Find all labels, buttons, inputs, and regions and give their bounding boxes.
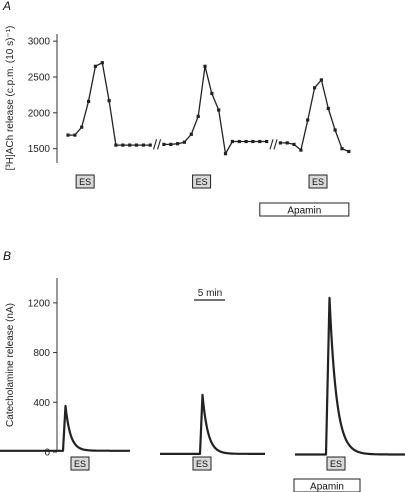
panel-a-data-point bbox=[148, 143, 152, 147]
panel-a-es-marker bbox=[308, 174, 328, 189]
panel-a-series-line bbox=[280, 79, 350, 153]
panel-b-y-label: Catecholamine release (nA) bbox=[5, 303, 16, 427]
panel-b-series-line bbox=[159, 393, 266, 455]
panel-a-data-point bbox=[128, 143, 132, 147]
panel-a-plot: 1500 2000 2500 3000 ES ES ES Apamin bbox=[28, 34, 351, 217]
panel-a-es-marker bbox=[192, 174, 212, 189]
panel-b-plot: 0 400 800 1200 ES ES ES Apamin bbox=[0, 278, 405, 492]
panel-a-data-point bbox=[244, 139, 248, 144]
panel-a-letter: A bbox=[2, 0, 11, 13]
panel-a-data-point bbox=[326, 106, 330, 111]
panel-b-y-tick-label: 400 bbox=[33, 398, 50, 409]
panel-a-data-point bbox=[223, 152, 228, 156]
panel-b-apamin-bar bbox=[293, 478, 361, 492]
panel-a-data-point bbox=[134, 143, 139, 147]
panel-b-y-tick-label: 800 bbox=[33, 348, 50, 359]
panel-a-data-point bbox=[230, 139, 234, 144]
panel-a-data-point bbox=[196, 114, 200, 118]
panel-a-data-point bbox=[313, 86, 317, 90]
panel-a-data-point bbox=[217, 108, 221, 112]
panel-a-data-point bbox=[93, 64, 97, 68]
panel-b-es-marker bbox=[326, 456, 346, 471]
panel-b-es-label: ES bbox=[74, 459, 86, 469]
panel-a-data-point bbox=[66, 133, 70, 137]
panel-a: A 1500 2000 2500 3000 ES ES ES Apamin [³H]ACh r… bbox=[2, 0, 351, 217]
panel-a-y-tick-label: 3000 bbox=[28, 37, 51, 48]
panel-a-data-point bbox=[210, 91, 214, 96]
panel-a-data-point bbox=[285, 141, 289, 145]
panel-b-es-marker bbox=[192, 456, 212, 471]
panel-b-es-label: ES bbox=[330, 459, 342, 469]
panel-a-es-label: ES bbox=[196, 177, 208, 187]
panel-a-es-marker bbox=[75, 174, 95, 189]
panel-a-data-point bbox=[333, 128, 337, 132]
panel-a-data-point bbox=[107, 99, 111, 103]
panel-a-data-point bbox=[292, 142, 296, 146]
panel-a-series-line bbox=[163, 65, 267, 155]
panel-a-data-point bbox=[258, 139, 262, 144]
panel-a-y-label: [³H]ACh release (c.p.m. (10 s)⁻¹) bbox=[5, 26, 16, 171]
panel-a-data-point bbox=[121, 143, 125, 147]
panel-a-y-tick-label: 2500 bbox=[28, 73, 51, 84]
panel-a-data-point bbox=[114, 143, 118, 147]
panel-a-axis-break bbox=[273, 139, 278, 150]
panel-a-data-point bbox=[162, 142, 166, 146]
panel-a-data-point bbox=[182, 140, 186, 144]
panel-b: B 0 400 800 1200 ES ES ES Apamin Catecholamine … bbox=[0, 249, 405, 492]
panel-b-y-tick-label: 1200 bbox=[28, 298, 51, 309]
panel-a-data-point bbox=[203, 64, 207, 68]
panel-a-apamin-bar bbox=[259, 202, 350, 217]
panel-b-apamin-label: Apamin bbox=[310, 482, 344, 492]
panel-b-y-tick-label: 0 bbox=[44, 448, 50, 459]
panel-a-data-point bbox=[237, 139, 241, 144]
panel-a-data-point bbox=[265, 139, 269, 144]
panel-a-es-label: ES bbox=[79, 177, 91, 187]
panel-a-axis-break bbox=[157, 139, 162, 150]
panel-a-data-point bbox=[73, 133, 77, 137]
panel-a-data-point bbox=[87, 99, 91, 103]
panel-a-data-point bbox=[319, 78, 323, 82]
panel-a-data-point bbox=[340, 147, 344, 151]
panel-b-es-marker bbox=[70, 456, 90, 471]
panel-a-y-tick-label: 2000 bbox=[28, 108, 51, 119]
panel-a-axis-break bbox=[269, 139, 274, 150]
panel-a-data-point bbox=[306, 118, 310, 122]
panel-a-data-point bbox=[176, 142, 180, 146]
panel-a-data-point bbox=[299, 148, 303, 152]
panel-a-data-point bbox=[347, 149, 351, 154]
time-scale-bar-label: 5 min bbox=[198, 288, 222, 299]
panel-a-data-point bbox=[169, 142, 173, 146]
panel-a-apamin-label: Apamin bbox=[287, 206, 321, 217]
panel-a-data-point bbox=[278, 141, 282, 145]
panel-a-data-point bbox=[189, 132, 193, 136]
panel-b-es-label: ES bbox=[196, 459, 208, 469]
panel-a-data-point bbox=[100, 61, 104, 65]
panel-b-letter: B bbox=[3, 249, 11, 263]
panel-a-data-point bbox=[251, 139, 255, 144]
panel-a-es-label: ES bbox=[312, 177, 324, 187]
time-scale-bar: 5 min bbox=[194, 288, 225, 301]
panel-b-series-line bbox=[0, 404, 131, 452]
panel-a-series-line bbox=[68, 62, 151, 146]
panel-a-y-tick-label: 1500 bbox=[28, 144, 51, 155]
panel-a-axis-break bbox=[153, 139, 158, 150]
panel-a-data-point bbox=[80, 125, 84, 129]
panel-b-series-line bbox=[294, 296, 405, 456]
panel-a-data-point bbox=[141, 143, 145, 147]
